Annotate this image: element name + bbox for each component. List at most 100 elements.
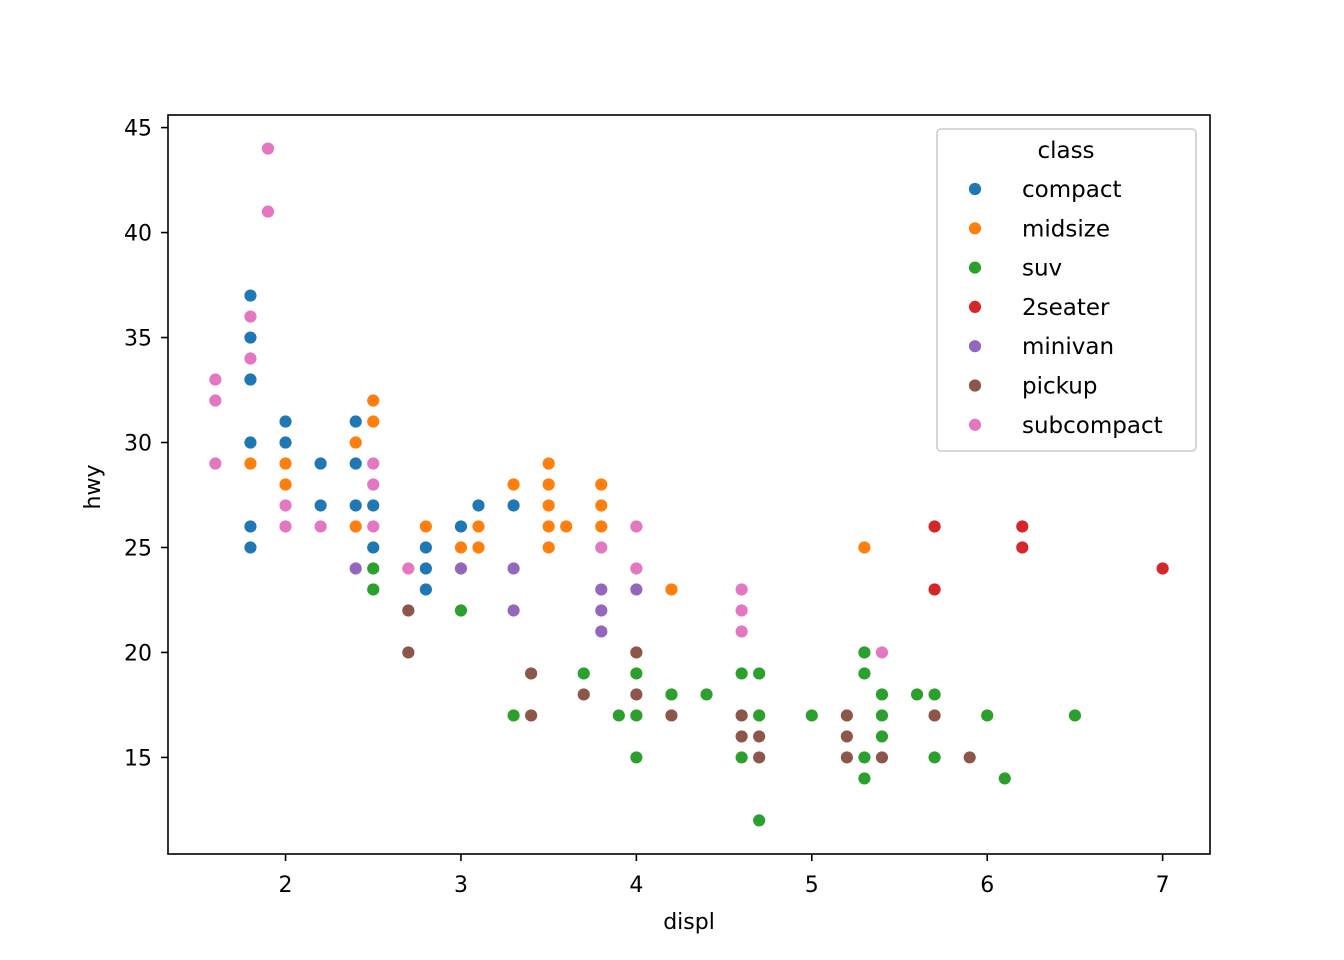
data-point-compact <box>348 456 363 471</box>
data-point-2seater <box>927 519 942 534</box>
data-point-midsize <box>348 435 363 450</box>
data-point-compact <box>243 372 258 387</box>
legend-marker-2seater <box>968 299 982 314</box>
data-point-suv <box>857 645 872 660</box>
data-point-pickup <box>629 645 644 660</box>
data-point-midsize <box>278 456 293 471</box>
data-point-subcompact <box>208 393 223 408</box>
data-point-suv <box>664 687 679 702</box>
data-point-midsize <box>348 519 363 534</box>
legend-label-2seater: 2seater <box>1022 295 1110 321</box>
data-point-suv <box>699 687 714 702</box>
data-point-compact <box>418 540 433 555</box>
data-point-suv <box>576 666 591 681</box>
data-point-subcompact <box>366 456 381 471</box>
data-point-pickup <box>839 708 854 723</box>
data-point-midsize <box>506 477 521 492</box>
data-point-compact <box>366 540 381 555</box>
data-point-compact <box>243 435 258 450</box>
data-point-midsize <box>418 519 433 534</box>
data-point-pickup <box>962 750 977 765</box>
data-point-minivan <box>454 561 468 576</box>
legend-box <box>936 128 1197 452</box>
data-point-midsize <box>594 477 609 492</box>
legend-title: class <box>1037 138 1094 164</box>
legend-label-subcompact: subcompact <box>1022 413 1163 439</box>
data-point-minivan <box>594 624 609 639</box>
data-point-compact <box>418 582 433 597</box>
data-point-compact <box>366 498 381 513</box>
data-point-pickup <box>752 729 767 744</box>
data-point-compact <box>243 288 258 303</box>
y-tick-label: 35 <box>124 327 152 352</box>
data-point-suv <box>752 708 767 723</box>
data-point-subcompact <box>243 351 258 366</box>
data-point-suv <box>506 708 521 723</box>
data-point-suv <box>366 582 381 597</box>
data-point-suv <box>927 750 942 765</box>
data-point-suv <box>629 666 644 681</box>
data-point-subcompact <box>366 477 381 492</box>
data-point-suv <box>752 813 767 828</box>
data-point-minivan <box>629 582 644 597</box>
data-point-subcompact <box>875 645 889 660</box>
data-point-subcompact <box>261 141 275 156</box>
data-point-subcompact <box>366 519 381 534</box>
data-point-pickup <box>401 603 416 618</box>
data-point-suv <box>629 708 644 723</box>
data-point-pickup <box>524 666 539 681</box>
x-tick-label: 6 <box>980 873 994 898</box>
data-point-minivan <box>506 561 521 576</box>
data-point-subcompact <box>243 309 258 324</box>
data-point-midsize <box>541 456 556 471</box>
data-point-subcompact <box>208 372 223 387</box>
data-point-midsize <box>243 456 258 471</box>
data-point-suv <box>857 771 872 786</box>
data-point-subcompact <box>594 540 609 555</box>
data-point-midsize <box>594 519 609 534</box>
legend-label-compact: compact <box>1022 177 1121 203</box>
data-point-pickup <box>875 750 889 765</box>
x-axis-label: displ <box>663 910 715 935</box>
data-point-pickup <box>734 729 749 744</box>
data-point-suv <box>611 708 626 723</box>
data-point-suv <box>980 708 995 723</box>
data-point-compact <box>313 498 328 513</box>
data-point-pickup <box>734 708 749 723</box>
x-tick-label: 4 <box>629 873 643 898</box>
data-point-subcompact <box>278 498 293 513</box>
data-point-minivan <box>506 603 521 618</box>
legend-marker-compact <box>968 182 982 196</box>
data-point-pickup <box>839 729 854 744</box>
data-point-suv <box>629 750 644 765</box>
data-point-pickup <box>839 750 854 765</box>
x-tick-label: 5 <box>805 873 819 898</box>
data-point-compact <box>278 414 293 429</box>
data-point-2seater <box>1015 540 1030 555</box>
data-point-suv <box>734 666 749 681</box>
data-point-midsize <box>541 540 556 555</box>
y-tick-label: 40 <box>124 222 152 247</box>
legend-label-midsize: midsize <box>1022 216 1110 242</box>
data-point-subcompact <box>313 519 328 534</box>
data-point-suv <box>875 729 889 744</box>
data-point-midsize <box>541 498 556 513</box>
legend-label-suv: suv <box>1022 256 1062 282</box>
data-point-pickup <box>401 645 416 660</box>
data-point-midsize <box>857 540 872 555</box>
data-point-2seater <box>1155 561 1170 576</box>
legend-marker-subcompact <box>968 417 982 432</box>
data-point-suv <box>997 771 1012 786</box>
x-tick-label: 2 <box>279 873 293 898</box>
data-point-midsize <box>664 582 679 597</box>
y-axis-ticks: 15 20 25 30 35 40 45 <box>124 117 168 771</box>
data-point-midsize <box>541 477 556 492</box>
data-point-compact <box>506 498 521 513</box>
legend-label-minivan: minivan <box>1022 334 1114 360</box>
data-point-suv <box>857 750 872 765</box>
data-point-midsize <box>594 498 609 513</box>
y-tick-label: 45 <box>124 117 152 142</box>
legend-marker-minivan <box>968 339 982 354</box>
data-point-suv <box>927 687 942 702</box>
